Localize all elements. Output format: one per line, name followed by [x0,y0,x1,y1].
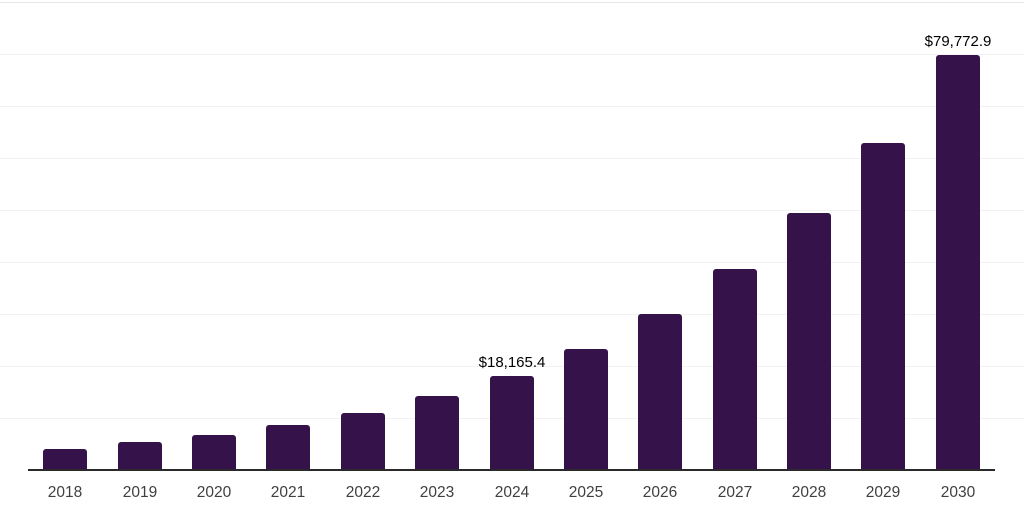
bar-2020 [192,435,236,470]
data-label-2030: $79,772.9 [924,33,992,50]
x-tick-2020: 2020 [196,484,232,501]
bar-2018 [43,449,87,470]
bar-2026 [638,314,682,470]
gridline-70000 [0,106,1024,107]
x-tick-2027: 2027 [717,484,753,501]
x-axis-line [28,469,995,471]
bar-2022 [341,413,385,470]
x-tick-2019: 2019 [122,484,158,501]
gridline-30000 [0,314,1024,315]
bar-2027 [713,269,757,470]
bar-2019 [118,442,162,470]
bar-2025 [564,349,608,470]
bar-2029 [861,143,905,470]
bar-2028 [787,213,831,470]
bar-2023 [415,396,459,470]
bar-2021 [266,425,310,470]
gridline-20000 [0,366,1024,367]
x-tick-2023: 2023 [419,484,455,501]
x-tick-2018: 2018 [47,484,83,501]
x-tick-2022: 2022 [345,484,381,501]
x-tick-2029: 2029 [865,484,901,501]
x-tick-2024: 2024 [494,484,530,501]
bar-2030 [936,55,980,470]
gridline-50000 [0,210,1024,211]
gridline-60000 [0,158,1024,159]
x-tick-2028: 2028 [791,484,827,501]
gridline-80000 [0,54,1024,55]
x-tick-2021: 2021 [270,484,306,501]
x-tick-2030: 2030 [940,484,976,501]
gridline-40000 [0,262,1024,263]
bar-2024 [490,376,534,470]
gridline-90000 [0,2,1024,3]
data-label-2024: $18,165.4 [478,354,546,371]
x-tick-2025: 2025 [568,484,604,501]
x-tick-2026: 2026 [642,484,678,501]
